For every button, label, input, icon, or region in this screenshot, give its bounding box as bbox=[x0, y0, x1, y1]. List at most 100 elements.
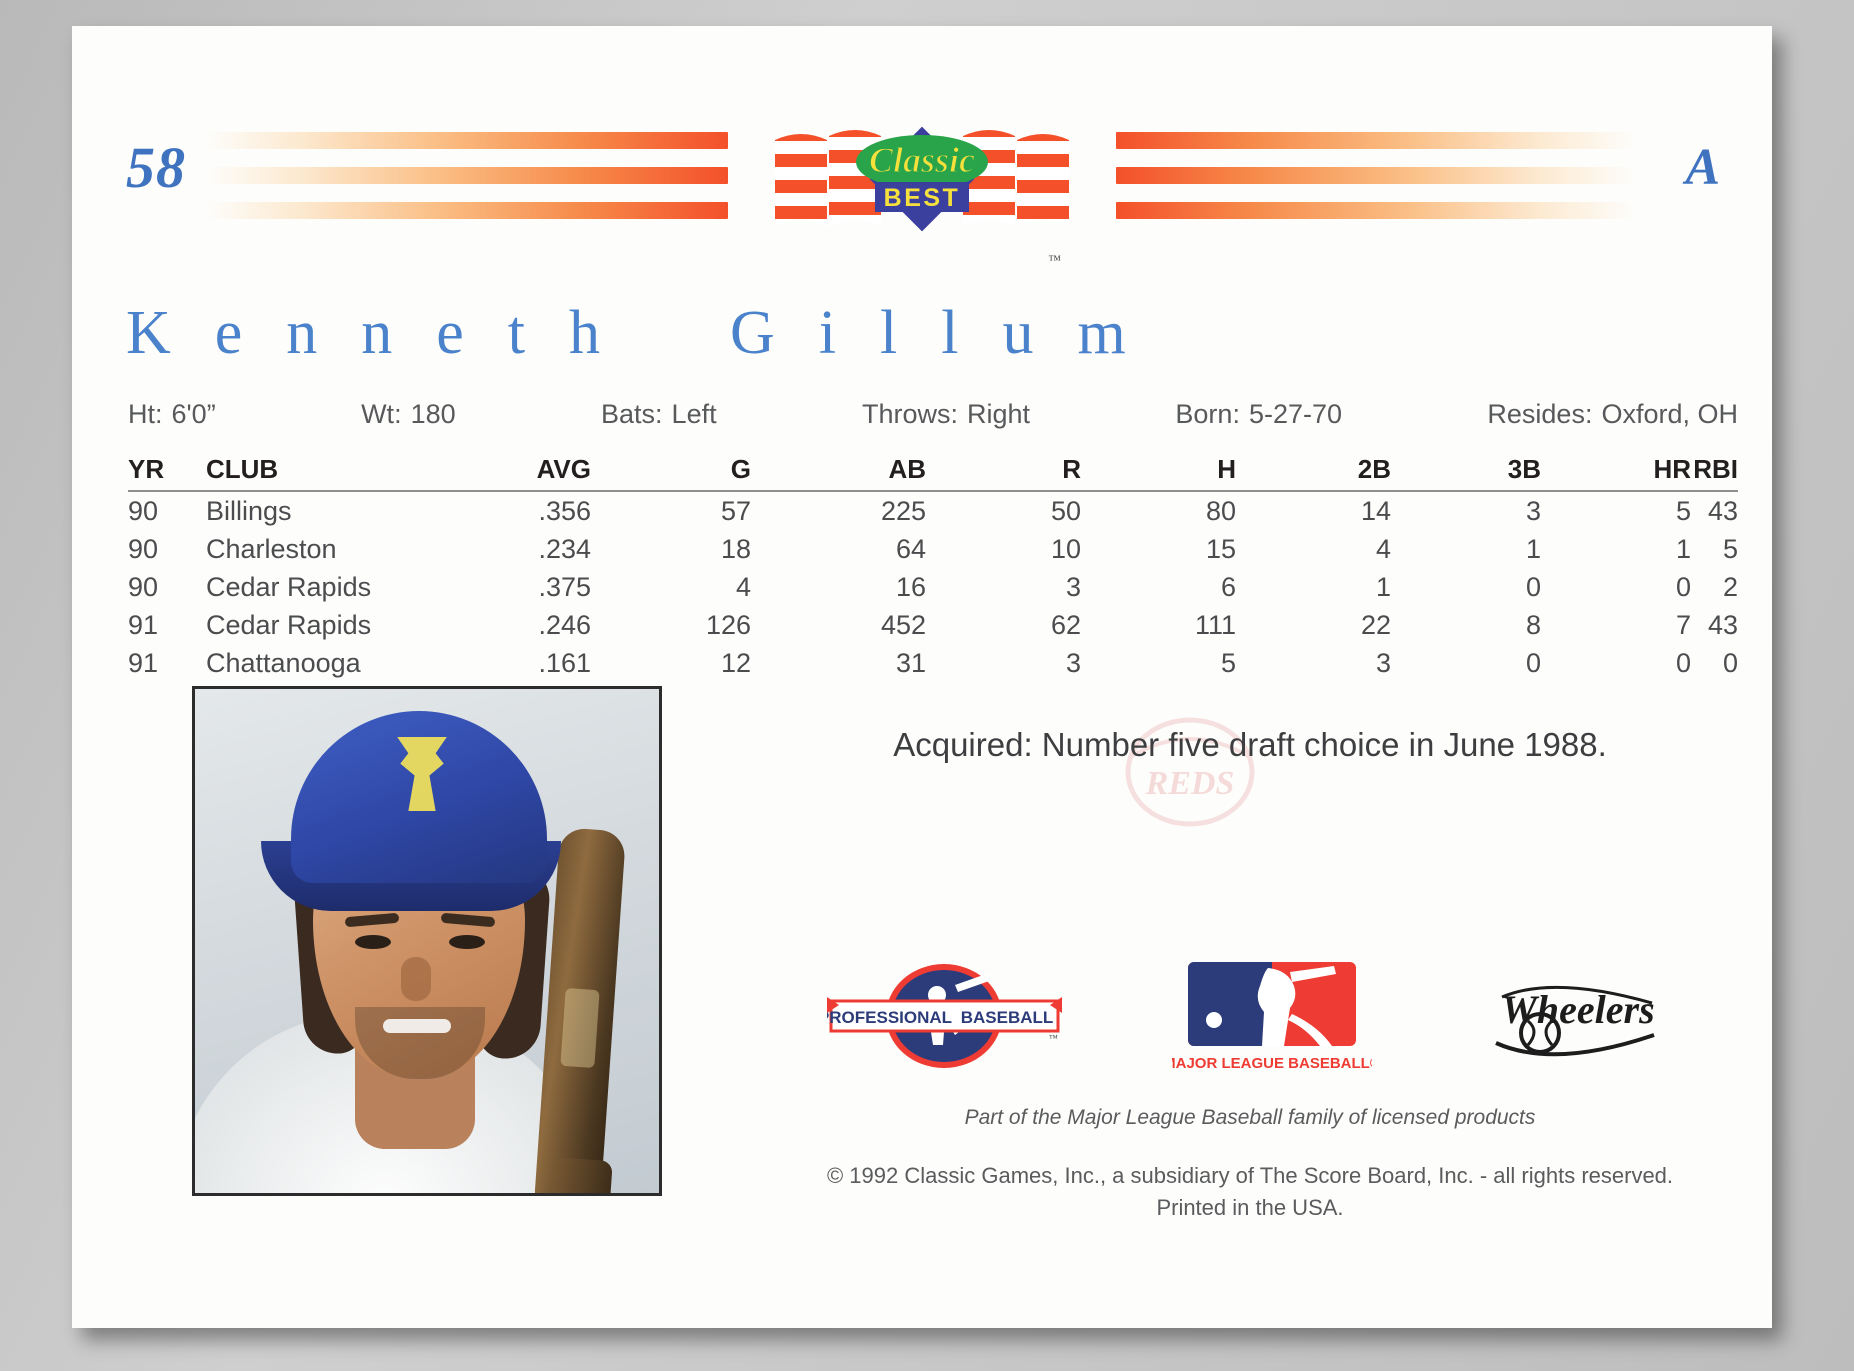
cell-hr: 5 bbox=[1675, 496, 1691, 526]
cell-g: 126 bbox=[705, 610, 751, 640]
table-row: 91 Chattanooga .161 12 31 3 5 3 0 0 0 bbox=[128, 644, 1738, 682]
cell-h: 80 bbox=[1205, 496, 1236, 526]
cell-club: Billings bbox=[206, 496, 292, 526]
bio-label: Bats: bbox=[601, 399, 663, 429]
cell-g: 57 bbox=[720, 496, 751, 526]
wheelers-logo: Wheelers bbox=[1482, 961, 1667, 1071]
cell-2b: 14 bbox=[1360, 496, 1391, 526]
bio-value: 180 bbox=[410, 399, 456, 429]
col-header-hr: HR bbox=[1541, 454, 1691, 492]
pb-left-word: PROFESSIONAL bbox=[827, 1008, 952, 1027]
photo-eye-left bbox=[355, 935, 391, 949]
classic-best-logo: Classic BEST ™ bbox=[767, 118, 1077, 267]
bio-height: Ht: 6'0” bbox=[128, 399, 216, 430]
stripe bbox=[1116, 202, 1636, 219]
bio-resides: Resides: Oxford, OH bbox=[1487, 399, 1738, 430]
cell-g: 4 bbox=[735, 572, 751, 602]
watermark-text: REDS bbox=[1145, 765, 1235, 802]
wheelers-wordmark: Wheelers bbox=[1501, 987, 1654, 1032]
col-header-ab: AB bbox=[751, 454, 926, 492]
bio-label: Ht: bbox=[128, 399, 163, 429]
col-header-r: R bbox=[926, 454, 1081, 492]
cell-2b: 22 bbox=[1360, 610, 1391, 640]
player-photo bbox=[192, 686, 662, 1196]
card-header: 58 A bbox=[72, 26, 1772, 267]
cell-avg: .356 bbox=[538, 496, 591, 526]
col-header-h: H bbox=[1081, 454, 1236, 492]
card-footer: Part of the Major League Baseball family… bbox=[762, 1106, 1738, 1224]
cell-rbi: 0 bbox=[1722, 648, 1738, 678]
reds-watermark: REDS bbox=[1102, 698, 1278, 838]
card-number: 58 bbox=[126, 135, 186, 200]
bio-weight: Wt: 180 bbox=[361, 399, 456, 430]
stripe bbox=[208, 132, 728, 149]
bio-throws: Throws: Right bbox=[862, 399, 1030, 430]
table-row: 90 Charleston .234 18 64 10 15 4 1 1 5 bbox=[128, 530, 1738, 568]
mlb-caption: MAJOR LEAGUE BASEBALL® bbox=[1172, 1055, 1372, 1072]
career-stats-table: YR CLUB AVG G AB R H 2B 3B HR RBI bbox=[128, 454, 1738, 682]
player-name: Kenneth Gillum bbox=[126, 298, 1742, 368]
photo-nose bbox=[401, 957, 431, 1001]
cell-hr: 1 bbox=[1675, 534, 1691, 564]
col-header-avg: AVG bbox=[461, 454, 591, 492]
player-first-name: Kenneth bbox=[126, 299, 645, 367]
cell-rbi: 43 bbox=[1707, 610, 1738, 640]
photo-mouth bbox=[383, 1019, 451, 1033]
cell-ab: 225 bbox=[880, 496, 926, 526]
pb-right-word: BASEBALL bbox=[961, 1008, 1054, 1027]
bio-label: Throws: bbox=[861, 399, 958, 429]
cell-g: 18 bbox=[720, 534, 751, 564]
cell-r: 10 bbox=[1050, 534, 1081, 564]
photo-eye-right bbox=[449, 935, 485, 949]
trademark-symbol: ™ bbox=[1048, 252, 1061, 267]
cell-avg: .246 bbox=[538, 610, 591, 640]
cell-h: 5 bbox=[1220, 648, 1236, 678]
photo-bat-knob bbox=[549, 1156, 613, 1193]
license-logo-row: PROFESSIONAL BASEBALL ™ MAJOR LEAGUE BAS… bbox=[772, 946, 1722, 1086]
cell-h: 15 bbox=[1205, 534, 1236, 564]
cell-r: 3 bbox=[1065, 572, 1081, 602]
cell-rbi: 5 bbox=[1722, 534, 1738, 564]
col-header-g: G bbox=[591, 454, 751, 492]
cell-h: 111 bbox=[1194, 610, 1236, 640]
stripe bbox=[1116, 132, 1636, 149]
cell-club: Chattanooga bbox=[206, 648, 361, 678]
cell-yr: 90 bbox=[128, 496, 159, 526]
bio-value: 5-27-70 bbox=[1248, 399, 1343, 429]
cell-3b: 0 bbox=[1525, 648, 1541, 678]
cell-h: 6 bbox=[1220, 572, 1236, 602]
cell-g: 12 bbox=[720, 648, 751, 678]
player-last-name: Gillum bbox=[730, 299, 1170, 367]
bio-label: Resides: bbox=[1487, 399, 1593, 429]
bio-label: Born: bbox=[1175, 399, 1240, 429]
license-text: Part of the Major League Baseball family… bbox=[964, 1106, 1536, 1129]
bio-value: Left bbox=[671, 399, 717, 429]
logo-wordmark-text: BEST bbox=[884, 184, 961, 212]
cell-r: 3 bbox=[1065, 648, 1081, 678]
cell-ab: 452 bbox=[880, 610, 926, 640]
col-header-yr: YR bbox=[128, 454, 206, 492]
bio-born: Born: 5-27-70 bbox=[1175, 399, 1342, 430]
cell-hr: 0 bbox=[1675, 572, 1691, 602]
cell-hr: 0 bbox=[1675, 648, 1691, 678]
bio-value: Right bbox=[967, 399, 1031, 429]
cell-yr: 90 bbox=[128, 534, 159, 564]
header-stripes-right bbox=[1116, 130, 1636, 226]
card-series-letter: A bbox=[1685, 139, 1720, 196]
stripe bbox=[208, 202, 728, 219]
cell-3b: 8 bbox=[1525, 610, 1541, 640]
table-header-row: YR CLUB AVG G AB R H 2B 3B HR RBI bbox=[128, 454, 1738, 492]
col-header-rbi: RBI bbox=[1691, 454, 1738, 492]
acquired-note: Acquired: Number five draft choice in Ju… bbox=[893, 726, 1607, 763]
cell-r: 62 bbox=[1050, 610, 1081, 640]
cell-club: Cedar Rapids bbox=[206, 572, 372, 602]
cell-yr: 91 bbox=[128, 610, 159, 640]
cell-rbi: 2 bbox=[1722, 572, 1738, 602]
bio-label: Wt: bbox=[361, 399, 402, 429]
cell-avg: .234 bbox=[538, 534, 591, 564]
cell-ab: 64 bbox=[895, 534, 926, 564]
cell-club: Cedar Rapids bbox=[206, 610, 372, 640]
col-header-2b: 2B bbox=[1236, 454, 1391, 492]
baseball-card-back: 58 A bbox=[72, 26, 1772, 1328]
